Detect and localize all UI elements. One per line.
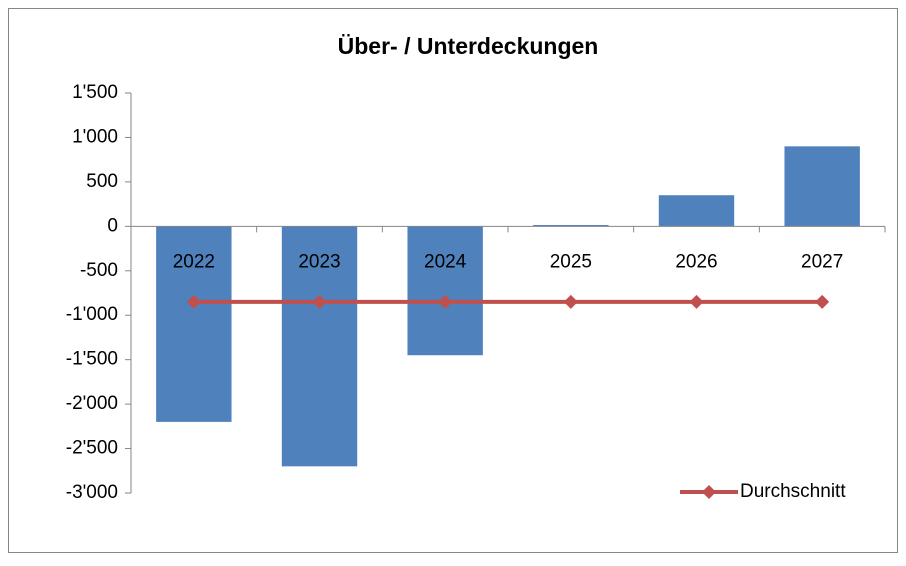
x-tick-label: 2024 — [424, 251, 467, 272]
bar — [533, 225, 609, 227]
line-marker — [689, 294, 704, 309]
y-tick-label: -500 — [80, 260, 118, 281]
x-tick-label: 2025 — [550, 251, 592, 272]
y-tick-label: -3'000 — [66, 482, 118, 503]
legend-label: Durchschnitt — [740, 481, 846, 502]
bar — [281, 226, 358, 467]
x-tick-label: 2022 — [173, 251, 215, 272]
line-marker — [438, 294, 453, 309]
line-marker — [312, 294, 327, 309]
bar — [784, 146, 860, 227]
line-marker — [563, 294, 578, 309]
bar — [658, 195, 735, 227]
x-tick-label: 2023 — [298, 251, 340, 272]
bar — [156, 226, 232, 422]
y-tick-label: 1'500 — [72, 82, 118, 103]
line-marker — [815, 294, 830, 309]
legend-marker — [702, 485, 716, 499]
x-tick-label: 2026 — [675, 251, 717, 272]
chart-title: Über- / Unterdeckungen — [338, 33, 599, 59]
y-tick-label: -1'500 — [66, 349, 118, 370]
y-tick-label: 500 — [86, 171, 118, 192]
y-tick-label: -2'500 — [66, 438, 118, 459]
y-tick-label: 0 — [107, 215, 118, 236]
bar — [407, 226, 483, 356]
y-tick-label: 1'000 — [72, 126, 118, 147]
x-tick-label: 2027 — [801, 251, 843, 272]
y-tick-label: -1'000 — [66, 304, 118, 325]
line-marker — [186, 294, 201, 309]
y-tick-label: -2'000 — [66, 393, 118, 414]
